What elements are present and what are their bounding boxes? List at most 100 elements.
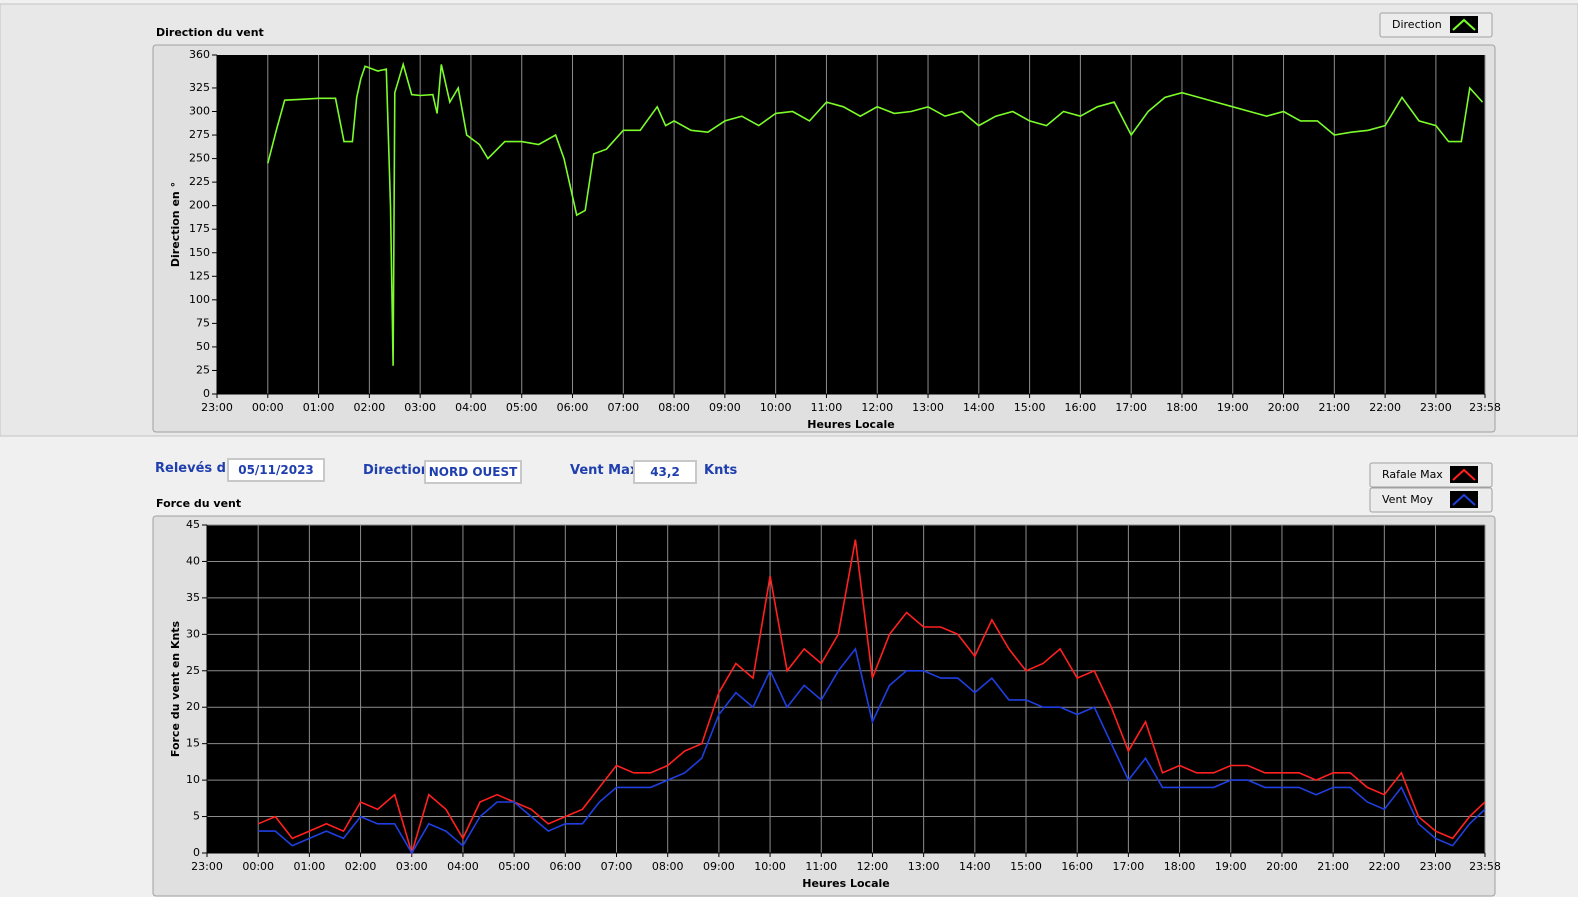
x-tick-label: 20:00	[1268, 401, 1300, 414]
x-tick-label: 15:00	[1010, 860, 1042, 873]
y-tick-label: 200	[189, 199, 210, 212]
x-tick-label: 22:00	[1369, 401, 1401, 414]
x-tick-label: 07:00	[601, 860, 633, 873]
x-tick-label: 06:00	[549, 860, 581, 873]
data-line	[258, 647, 1486, 855]
x-tick-label: 19:00	[1217, 401, 1249, 414]
x-tick-label: 23:00	[191, 860, 223, 873]
y-tick-label: 30	[186, 627, 200, 640]
y-tick-label: 35	[186, 591, 200, 604]
vmax-label: Vent Max	[570, 463, 639, 478]
x-tick-label: 11:00	[805, 860, 837, 873]
x-tick-label: 02:00	[354, 401, 386, 414]
date-field[interactable]: 05/11/2023	[227, 458, 325, 482]
x-tick-label: 10:00	[760, 401, 792, 414]
legend-swatch	[1452, 468, 1476, 481]
x-tick-label: 18:00	[1164, 860, 1196, 873]
y-tick-label: 275	[189, 128, 210, 141]
chart-title: Force du vent	[156, 497, 241, 510]
x-tick-label: 08:00	[658, 401, 690, 414]
x-tick-label: 23:00	[1420, 860, 1452, 873]
x-tick-label: 02:00	[345, 860, 377, 873]
x-tick-label: 04:00	[447, 860, 479, 873]
x-tick-label: 23:00	[1420, 401, 1452, 414]
x-tick-label: 22:00	[1368, 860, 1400, 873]
x-tick-label: 17:00	[1115, 401, 1147, 414]
x-tick-label: 00:00	[252, 401, 284, 414]
direction-label: Direction	[363, 463, 431, 478]
data-line	[267, 61, 1484, 366]
legend-swatch-bg	[1450, 16, 1478, 33]
x-tick-label: 15:00	[1014, 401, 1046, 414]
x-tick-label: 06:00	[557, 401, 589, 414]
y-tick-label: 100	[189, 293, 210, 306]
legend-swatch-bg	[1450, 466, 1478, 483]
legend-label: Direction	[1392, 18, 1442, 31]
x-tick-label: 21:00	[1318, 401, 1350, 414]
plot-area	[217, 55, 1485, 394]
legend-label: Vent Moy	[1382, 493, 1433, 506]
x-tick-label: 23:58	[1469, 401, 1501, 414]
x-tick-label: 23:58	[1469, 860, 1501, 873]
date-label: Relevés du	[155, 461, 236, 476]
x-tick-label: 16:00	[1061, 860, 1093, 873]
y-tick-label: 360	[189, 48, 210, 61]
legend-swatch	[1452, 18, 1476, 31]
y-tick-label: 5	[193, 810, 200, 823]
x-tick-label: 16:00	[1065, 401, 1097, 414]
legend-label: Rafale Max	[1382, 468, 1443, 481]
data-line	[257, 539, 1486, 856]
x-tick-label: 18:00	[1166, 401, 1198, 414]
x-tick-label: 01:00	[303, 401, 335, 414]
plot-area	[207, 525, 1485, 853]
x-tick-label: 12:00	[857, 860, 889, 873]
y-tick-label: 20	[186, 700, 200, 713]
y-tick-label: 10	[186, 773, 200, 786]
legend-swatch-bg	[1450, 491, 1478, 508]
x-tick-label: 14:00	[963, 401, 995, 414]
x-tick-label: 10:00	[754, 860, 786, 873]
legend-swatch	[1452, 493, 1476, 506]
y-tick-label: 125	[189, 269, 210, 282]
y-tick-label: 25	[186, 664, 200, 677]
x-tick-label: 09:00	[709, 401, 741, 414]
x-tick-label: 08:00	[652, 860, 684, 873]
y-tick-label: 40	[186, 554, 200, 567]
x-tick-label: 04:00	[455, 401, 487, 414]
y-tick-label: 0	[193, 846, 200, 859]
x-tick-label: 20:00	[1266, 860, 1298, 873]
x-axis-label: Heures Locale	[802, 877, 890, 890]
y-axis-label: Force du vent en Knts	[169, 620, 182, 757]
y-tick-label: 300	[189, 105, 210, 118]
x-tick-label: 00:00	[242, 860, 274, 873]
x-tick-label: 05:00	[506, 401, 538, 414]
vmax-unit: Knts	[704, 463, 738, 478]
y-tick-label: 15	[186, 737, 200, 750]
y-tick-label: 25	[196, 363, 210, 376]
x-tick-label: 07:00	[607, 401, 639, 414]
chart-title: Direction du vent	[156, 26, 264, 39]
y-tick-label: 225	[189, 175, 210, 188]
y-tick-label: 150	[189, 246, 210, 259]
vmax-field[interactable]: 43,2	[633, 460, 697, 484]
y-axis-label: Direction en °	[169, 182, 182, 267]
x-tick-label: 21:00	[1317, 860, 1349, 873]
x-tick-label: 13:00	[912, 401, 944, 414]
x-axis-label: Heures Locale	[807, 418, 895, 431]
x-tick-label: 03:00	[396, 860, 428, 873]
y-tick-label: 325	[189, 81, 210, 94]
x-tick-label: 17:00	[1113, 860, 1145, 873]
y-tick-label: 45	[186, 518, 200, 531]
x-tick-label: 23:00	[201, 401, 233, 414]
x-tick-label: 05:00	[498, 860, 530, 873]
x-tick-label: 01:00	[294, 860, 326, 873]
y-tick-label: 75	[196, 316, 210, 329]
x-tick-label: 14:00	[959, 860, 991, 873]
x-tick-label: 11:00	[811, 401, 843, 414]
y-tick-label: 0	[203, 387, 210, 400]
y-tick-label: 250	[189, 152, 210, 165]
direction-field[interactable]: NORD OUEST	[424, 460, 522, 484]
x-tick-label: 12:00	[861, 401, 893, 414]
